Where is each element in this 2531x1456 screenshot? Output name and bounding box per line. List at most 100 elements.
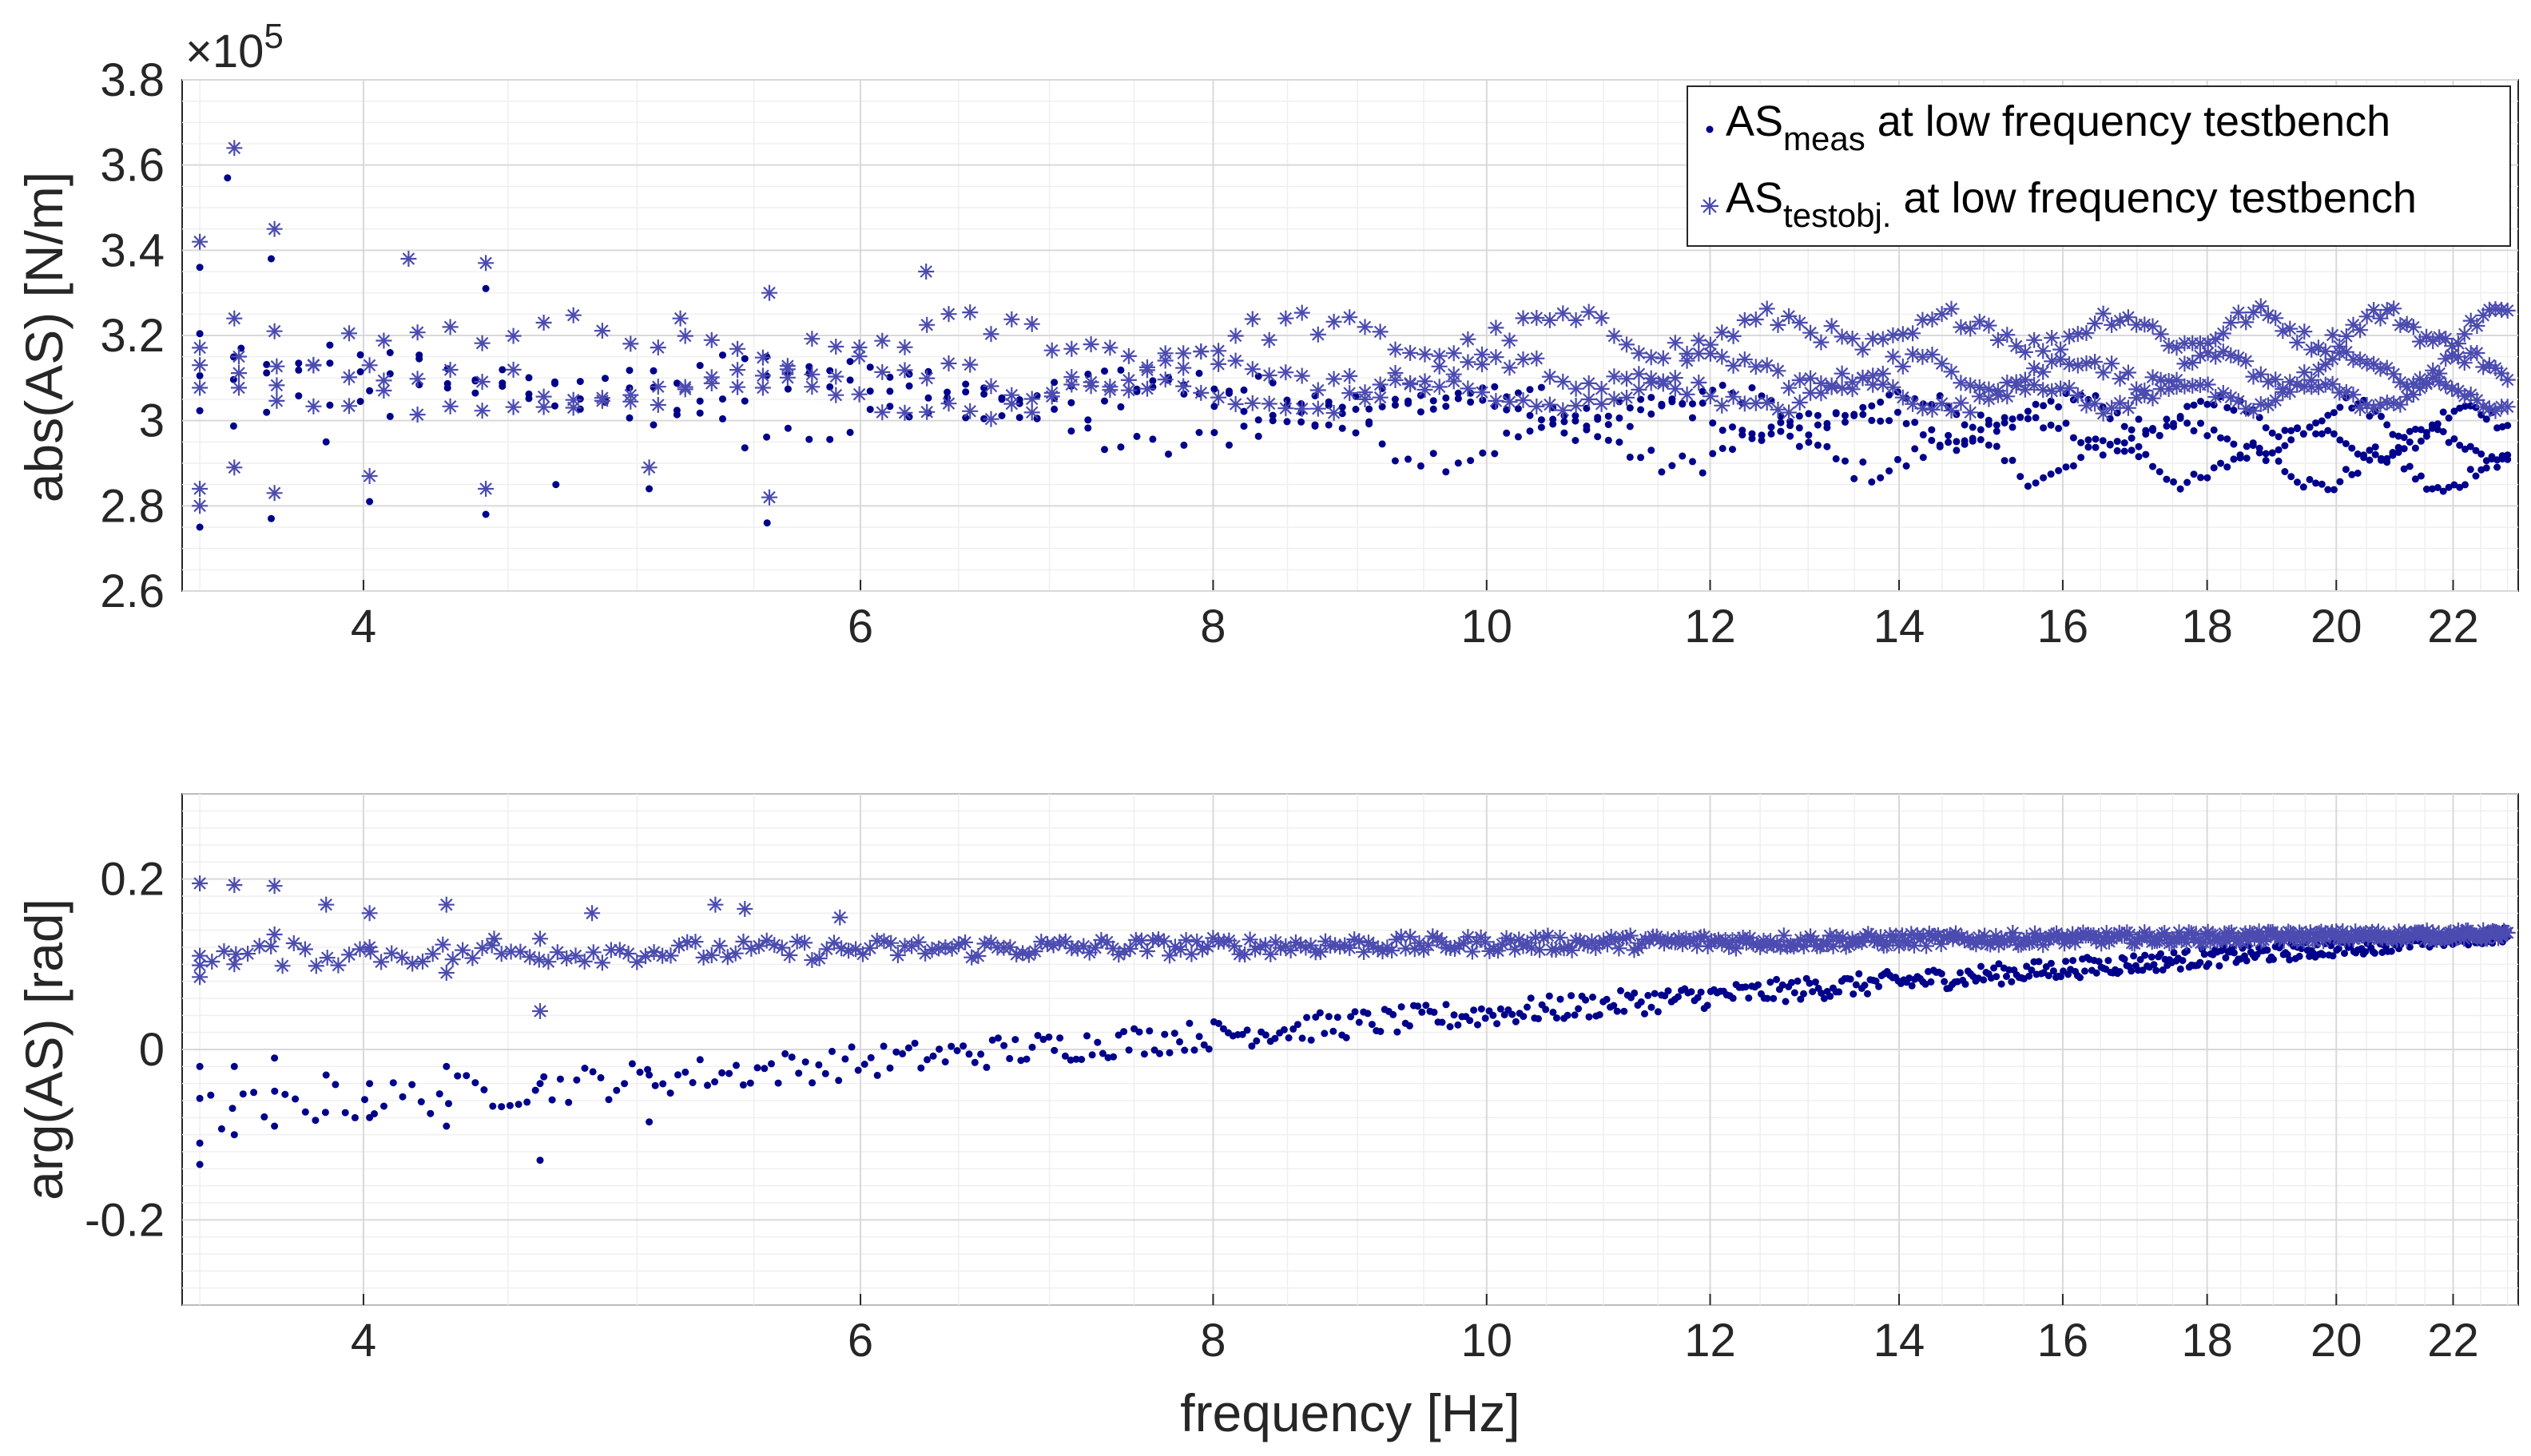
top-point-meas	[1805, 438, 1813, 446]
top-point-meas	[1969, 437, 1977, 445]
top-point-meas	[1758, 437, 1766, 444]
top-point-meas	[2324, 426, 2332, 434]
bottom-point-meas	[689, 1079, 697, 1086]
top-point-testobj	[1781, 379, 1798, 396]
top-point-testobj	[1989, 331, 2006, 348]
top-point-meas	[2135, 442, 2143, 450]
top-y-tick-label: 3	[139, 395, 165, 447]
top-point-meas	[2055, 424, 2063, 432]
bottom-point-meas	[1990, 964, 1998, 972]
top-point-testobj	[1261, 367, 1277, 383]
bottom-point-meas	[321, 1109, 329, 1117]
top-point-meas	[1977, 426, 1985, 434]
bottom-point-meas	[1875, 982, 1883, 990]
top-point-meas	[551, 402, 558, 410]
top-point-meas	[443, 379, 451, 387]
top-point-testobj	[1120, 347, 1137, 364]
top-point-testobj	[2338, 383, 2354, 400]
top-point-testobj	[2267, 310, 2284, 327]
top-point-testobj	[2095, 405, 2112, 422]
bottom-data-points	[192, 875, 2516, 1168]
top-point-meas	[741, 397, 749, 405]
top-point-testobj	[1770, 363, 1786, 379]
top-point-meas	[1842, 457, 1849, 465]
top-point-testobj	[1981, 317, 1997, 334]
bottom-point-meas	[531, 1086, 539, 1094]
top-point-meas	[1919, 430, 1927, 438]
bottom-point-testobj	[797, 934, 813, 951]
bottom-point-testobj	[361, 939, 378, 955]
top-point-meas	[2262, 457, 2270, 465]
top-point-meas	[2281, 442, 2289, 450]
top-point-meas	[719, 351, 726, 359]
top-point-testobj	[1402, 376, 1419, 393]
bottom-point-meas	[1083, 1032, 1091, 1040]
top-point-testobj	[1193, 384, 1210, 401]
top-point-testobj	[1791, 372, 1808, 388]
top-point-meas	[2009, 456, 2016, 464]
bottom-point-meas	[1418, 1008, 1426, 1016]
bottom-point-meas	[260, 1113, 268, 1121]
top-point-testobj	[2324, 327, 2341, 343]
top-point-testobj	[1102, 379, 1118, 395]
top-point-testobj	[1341, 385, 1358, 402]
bottom-point-meas	[498, 1103, 506, 1111]
top-point-testobj	[2087, 395, 2104, 412]
top-point-meas	[1405, 397, 1412, 405]
top-point-meas	[1985, 441, 1993, 449]
top-point-meas	[1526, 411, 1534, 419]
bottom-point-meas	[2005, 966, 2013, 974]
top-point-meas	[2099, 437, 2107, 445]
top-point-meas	[2156, 468, 2163, 476]
top-point-meas	[2450, 407, 2458, 415]
top-point-meas	[1051, 379, 1059, 387]
top-point-meas	[763, 519, 771, 527]
bottom-point-meas	[1800, 990, 1807, 998]
top-point-meas	[1961, 437, 1969, 445]
top-point-meas	[2330, 430, 2338, 438]
bottom-point-meas	[523, 1098, 531, 1106]
bottom-point-meas	[788, 1053, 796, 1061]
top-point-testobj	[1643, 349, 1659, 366]
top-point-meas	[2092, 443, 2100, 451]
bottom-point-testobj	[1122, 941, 1138, 957]
bottom-point-meas	[1995, 960, 2003, 968]
top-point-meas	[2084, 443, 2092, 451]
top-point-testobj	[1714, 397, 1730, 414]
top-point-meas	[2040, 402, 2048, 410]
top-point-meas	[1391, 395, 1399, 403]
top-point-testobj	[2282, 320, 2299, 337]
bottom-point-meas	[704, 1081, 711, 1089]
top-point-meas	[1911, 445, 1919, 453]
bottom-point-meas	[899, 1049, 907, 1057]
bottom-point-meas	[2263, 946, 2271, 954]
bottom-point-testobj	[192, 947, 209, 964]
bottom-tick-labels: 4 6 8 10 12 14 16 18 20 22 -0.2 0 0.2	[85, 854, 2479, 1367]
top-point-meas	[1549, 415, 1557, 423]
top-point-meas	[356, 351, 364, 359]
top-point-meas	[1842, 419, 1849, 426]
bottom-point-testobj	[361, 905, 378, 922]
bottom-point-meas	[1846, 975, 1854, 983]
bottom-point-testobj	[1451, 938, 1468, 954]
bottom-point-meas	[239, 1090, 247, 1098]
bottom-point-meas	[1654, 1008, 1662, 1016]
top-point-meas	[1993, 427, 2001, 435]
top-point-meas	[1514, 405, 1522, 413]
top-point-testobj	[1277, 400, 1294, 417]
bottom-point-meas	[1957, 969, 1964, 977]
top-point-meas	[2482, 464, 2490, 472]
top-point-testobj	[983, 326, 999, 343]
top-point-testobj	[341, 369, 357, 386]
legend-star-marker	[1701, 197, 1718, 215]
bottom-point-testobj	[438, 965, 455, 981]
top-point-testobj	[1802, 370, 1819, 387]
bottom-point-meas	[581, 1065, 589, 1072]
top-point-meas	[2389, 449, 2397, 456]
top-point-meas	[2318, 430, 2326, 438]
top-point-meas	[626, 414, 634, 422]
bottom-point-meas	[2270, 955, 2277, 963]
top-point-testobj	[2152, 326, 2169, 343]
top-point-testobj	[1567, 380, 1584, 397]
top-y-tick-label: 3.2	[100, 310, 165, 362]
